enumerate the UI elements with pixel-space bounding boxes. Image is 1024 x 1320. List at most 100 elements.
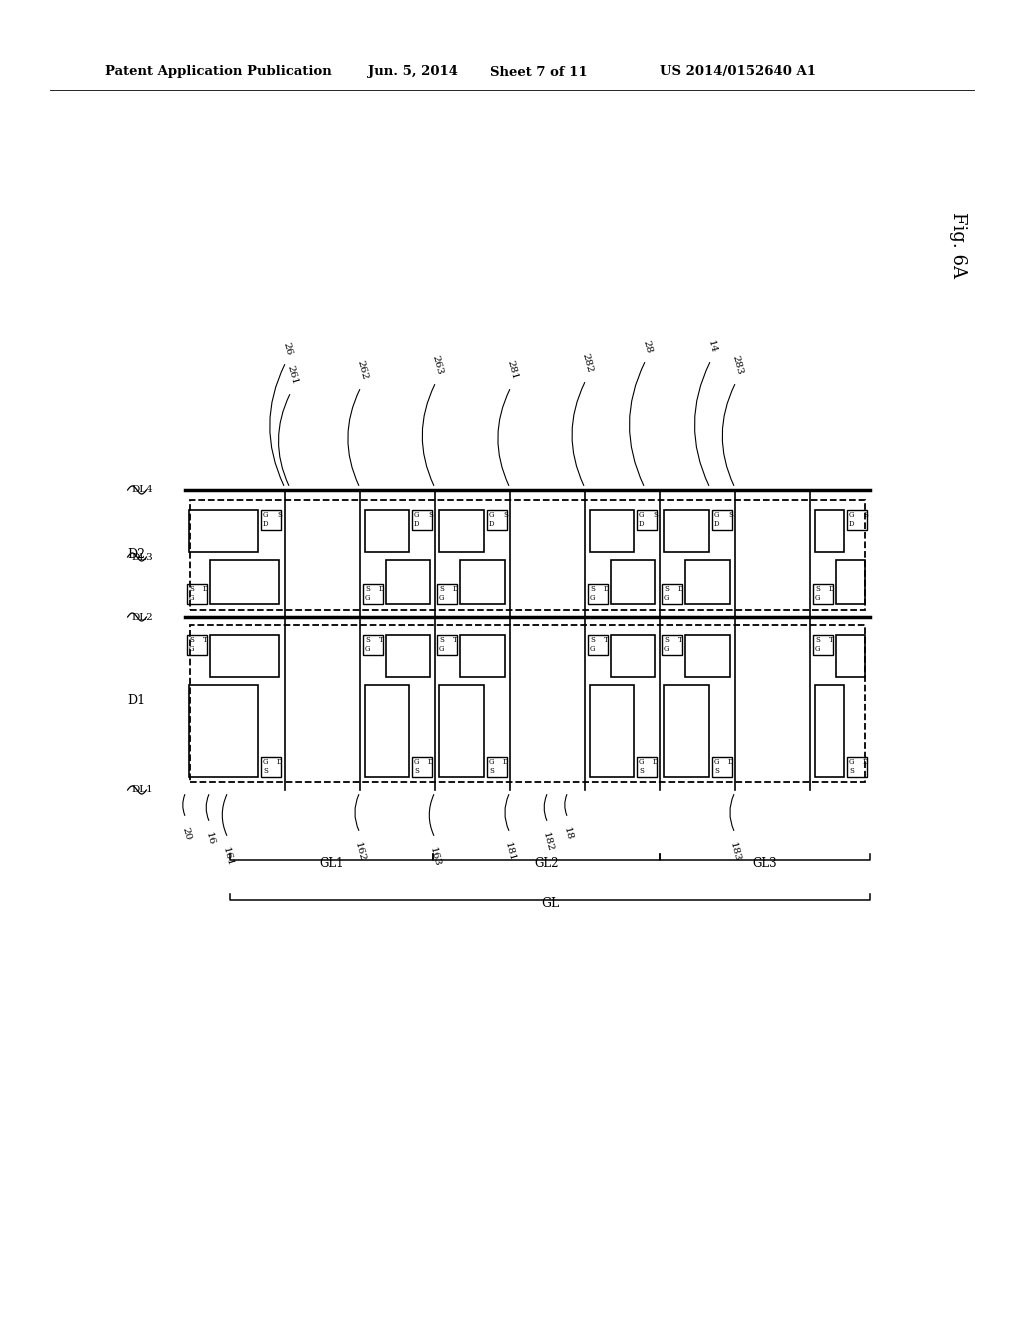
Text: T: T: [678, 636, 683, 644]
Text: G: G: [639, 758, 644, 766]
Bar: [685, 560, 730, 605]
Text: 26: 26: [281, 341, 293, 356]
Text: G: G: [714, 758, 720, 766]
Text: G: G: [849, 511, 854, 519]
Text: Sheet 7 of 11: Sheet 7 of 11: [490, 66, 588, 78]
Bar: [362, 635, 383, 655]
Text: S: S: [590, 585, 595, 593]
Text: S: S: [653, 511, 657, 519]
Text: S: S: [728, 511, 733, 519]
Text: S: S: [263, 767, 268, 775]
Text: 182: 182: [541, 832, 555, 853]
Text: G: G: [664, 594, 670, 602]
Text: GL: GL: [541, 898, 559, 909]
Text: D: D: [728, 758, 733, 766]
Text: S: S: [489, 767, 494, 775]
Bar: [386, 635, 430, 677]
Bar: [813, 635, 833, 655]
Text: G: G: [639, 511, 644, 519]
Text: US 2014/0152640 A1: US 2014/0152640 A1: [660, 66, 816, 78]
Bar: [189, 685, 258, 777]
Bar: [664, 685, 709, 777]
Text: G: G: [815, 594, 820, 602]
Text: D: D: [379, 585, 384, 593]
Bar: [460, 560, 505, 605]
Bar: [210, 560, 279, 605]
Text: G: G: [263, 511, 268, 519]
Bar: [611, 635, 655, 677]
Text: S: S: [414, 767, 419, 775]
Bar: [261, 510, 281, 531]
Text: D: D: [829, 585, 835, 593]
Text: S: S: [815, 636, 820, 644]
Bar: [611, 560, 655, 605]
Bar: [847, 510, 867, 531]
Text: 261: 261: [285, 364, 299, 385]
Text: S: S: [428, 511, 433, 519]
Text: G: G: [489, 511, 495, 519]
Bar: [588, 583, 608, 605]
Bar: [386, 560, 430, 605]
Text: G: G: [414, 758, 420, 766]
Text: 262: 262: [355, 359, 369, 381]
Text: D: D: [503, 758, 509, 766]
Text: S: S: [849, 767, 854, 775]
Text: 163: 163: [428, 846, 442, 867]
Bar: [662, 635, 682, 655]
Bar: [439, 685, 484, 777]
Text: D: D: [263, 520, 268, 528]
Text: S: S: [639, 767, 644, 775]
Text: DL3: DL3: [131, 553, 153, 561]
Bar: [460, 635, 505, 677]
Text: S: S: [278, 511, 282, 519]
Text: S: S: [439, 636, 443, 644]
Bar: [712, 510, 732, 531]
Text: 16: 16: [204, 832, 216, 846]
Text: S: S: [664, 585, 669, 593]
Text: 283: 283: [730, 355, 743, 376]
Text: Jun. 5, 2014: Jun. 5, 2014: [368, 66, 458, 78]
Text: G: G: [365, 645, 371, 653]
Text: DL2: DL2: [131, 612, 153, 622]
Text: 28: 28: [641, 339, 653, 354]
Bar: [590, 685, 634, 777]
Text: S: S: [714, 767, 719, 775]
Text: 161: 161: [221, 846, 234, 867]
Bar: [662, 583, 682, 605]
Bar: [664, 510, 709, 552]
Text: D: D: [863, 758, 868, 766]
Text: S: S: [664, 636, 669, 644]
Text: 183: 183: [728, 841, 742, 862]
Bar: [210, 635, 279, 677]
Text: DL1: DL1: [131, 785, 153, 795]
Text: GL1: GL1: [319, 857, 344, 870]
Text: T: T: [604, 636, 608, 644]
Bar: [365, 685, 409, 777]
Text: 281: 281: [505, 359, 519, 381]
Bar: [712, 756, 732, 777]
Text: G: G: [439, 594, 444, 602]
Text: D: D: [653, 758, 658, 766]
Text: S: S: [365, 585, 370, 593]
Text: D: D: [453, 585, 459, 593]
Text: GL2: GL2: [535, 857, 559, 870]
Text: D: D: [639, 520, 644, 528]
Text: 162: 162: [353, 841, 367, 862]
Text: 18: 18: [562, 826, 574, 841]
Bar: [815, 510, 844, 552]
Text: 263: 263: [430, 355, 444, 376]
Bar: [187, 583, 207, 605]
Bar: [836, 635, 865, 677]
Bar: [439, 510, 484, 552]
Text: S: S: [189, 636, 194, 644]
Text: G: G: [849, 758, 854, 766]
Text: T: T: [379, 636, 384, 644]
Text: DL4: DL4: [131, 486, 153, 495]
Text: G: G: [664, 645, 670, 653]
Text: 20: 20: [180, 826, 193, 841]
Bar: [362, 583, 383, 605]
Bar: [836, 560, 865, 605]
Bar: [187, 635, 207, 655]
Text: S: S: [365, 636, 370, 644]
Text: S: S: [863, 511, 868, 519]
